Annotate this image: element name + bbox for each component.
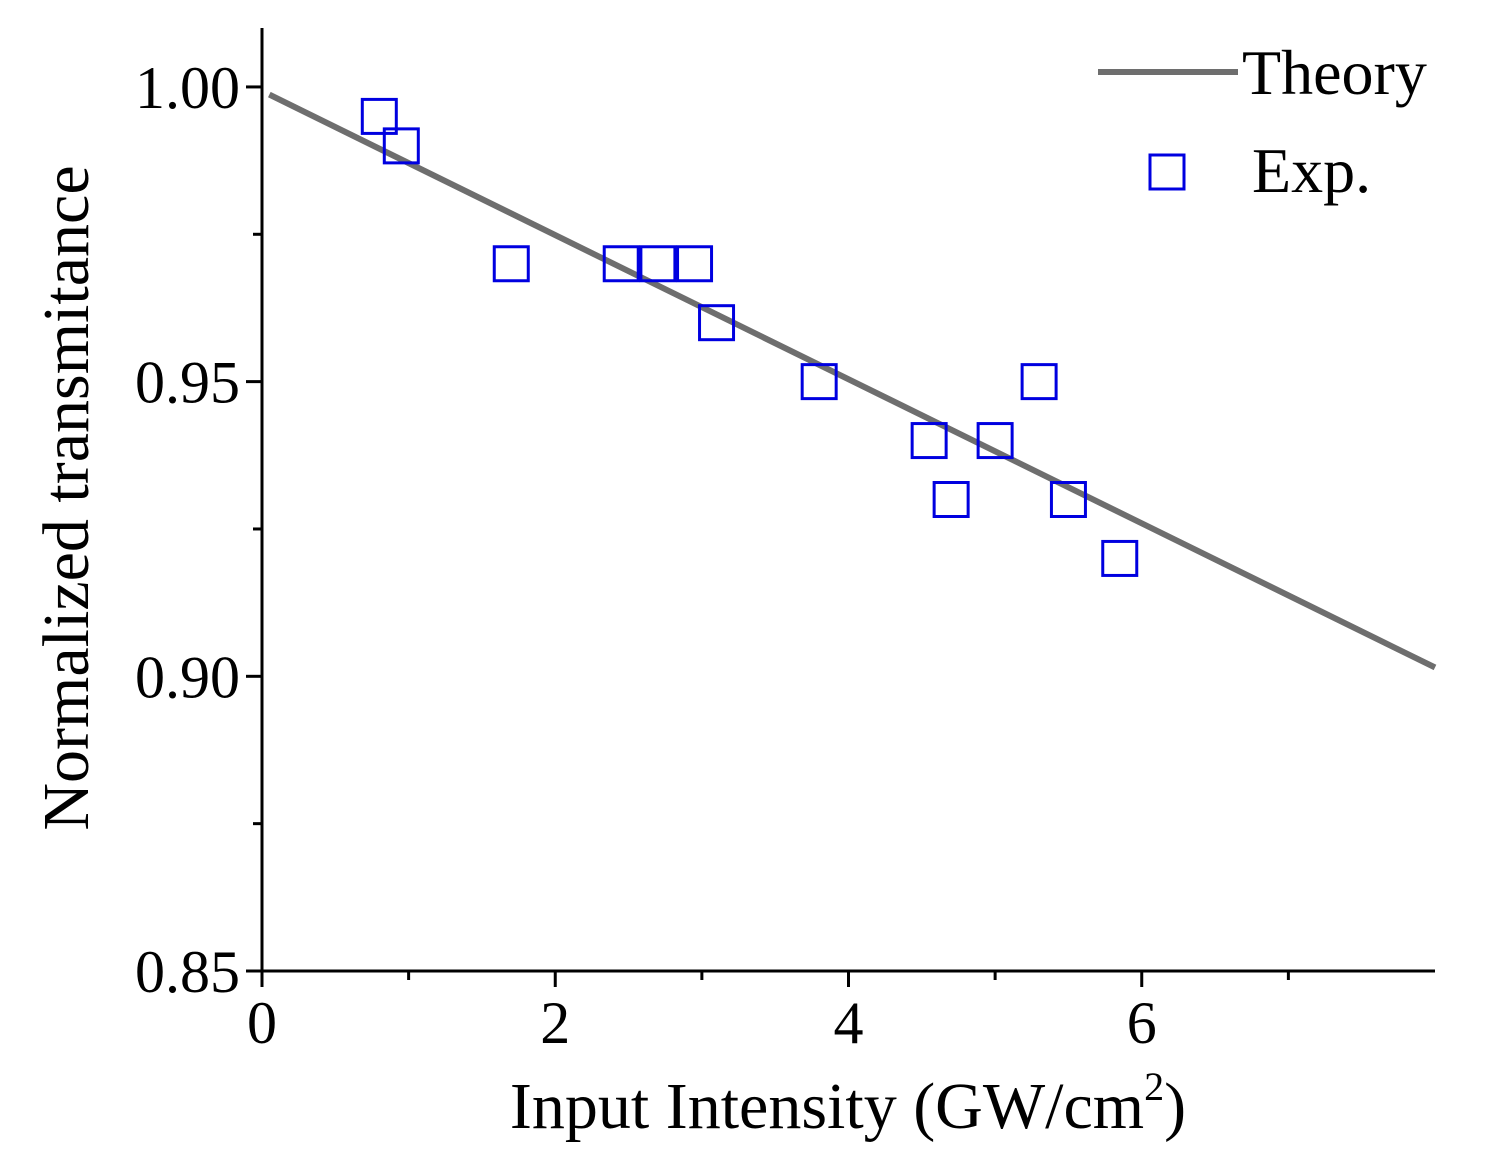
exp-point (976, 422, 1014, 460)
theory-line (268, 91, 1437, 671)
x-axis-label-superscript: 2 (1144, 1064, 1164, 1109)
exp-point (639, 245, 677, 283)
x-tick-label: 2 (540, 990, 570, 1056)
series-layer (268, 91, 1437, 671)
exp-point (800, 363, 838, 401)
y-ticks: 0.85 0.90 0.95 1.00 (135, 55, 262, 1005)
x-axis-label: Input Intensity (GW/cm2) (510, 1064, 1186, 1143)
legend-exp-label: Exp. (1252, 135, 1371, 206)
y-axis-label: Normalized transmitance (30, 165, 103, 830)
x-axis-label-main: Input Intensity (GW/cm (510, 1070, 1144, 1143)
exp-point (602, 245, 640, 283)
y-tick-label: 0.90 (135, 644, 240, 710)
x-tick-label: 6 (1127, 990, 1157, 1056)
x-tick-label: 0 (247, 990, 277, 1056)
x-tick-label: 4 (834, 990, 864, 1056)
y-tick-label: 1.00 (135, 55, 240, 121)
exp-point (492, 245, 530, 283)
exp-point (676, 245, 714, 283)
x-axis-label-close: ) (1164, 1070, 1186, 1143)
legend: Theory Exp. (1098, 37, 1427, 206)
y-tick-label: 0.85 (135, 939, 240, 1005)
x-ticks: 0 2 4 6 (247, 971, 1290, 1056)
exp-point (1020, 363, 1058, 401)
exp-point (698, 304, 736, 342)
exp-point (382, 127, 420, 165)
y-tick-label: 0.95 (135, 350, 240, 416)
legend-theory-label: Theory (1242, 37, 1427, 108)
exp-point (360, 97, 398, 135)
exp-point (932, 481, 970, 518)
plot-area: 0 2 4 6 0.85 0.90 0.95 1.00 (135, 28, 1437, 1056)
exp-point (1101, 539, 1139, 577)
exp-point (1049, 481, 1087, 518)
legend-exp-swatch (1148, 153, 1186, 191)
exp-point (910, 422, 948, 460)
